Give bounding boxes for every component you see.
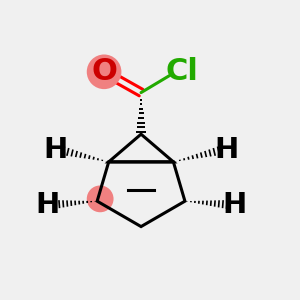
Text: H: H (214, 136, 239, 164)
Text: H: H (35, 190, 60, 219)
Circle shape (87, 185, 114, 212)
Text: H: H (223, 190, 247, 219)
Text: H: H (44, 136, 68, 164)
Text: O: O (91, 57, 117, 86)
Circle shape (87, 55, 122, 89)
Text: Cl: Cl (165, 57, 198, 86)
